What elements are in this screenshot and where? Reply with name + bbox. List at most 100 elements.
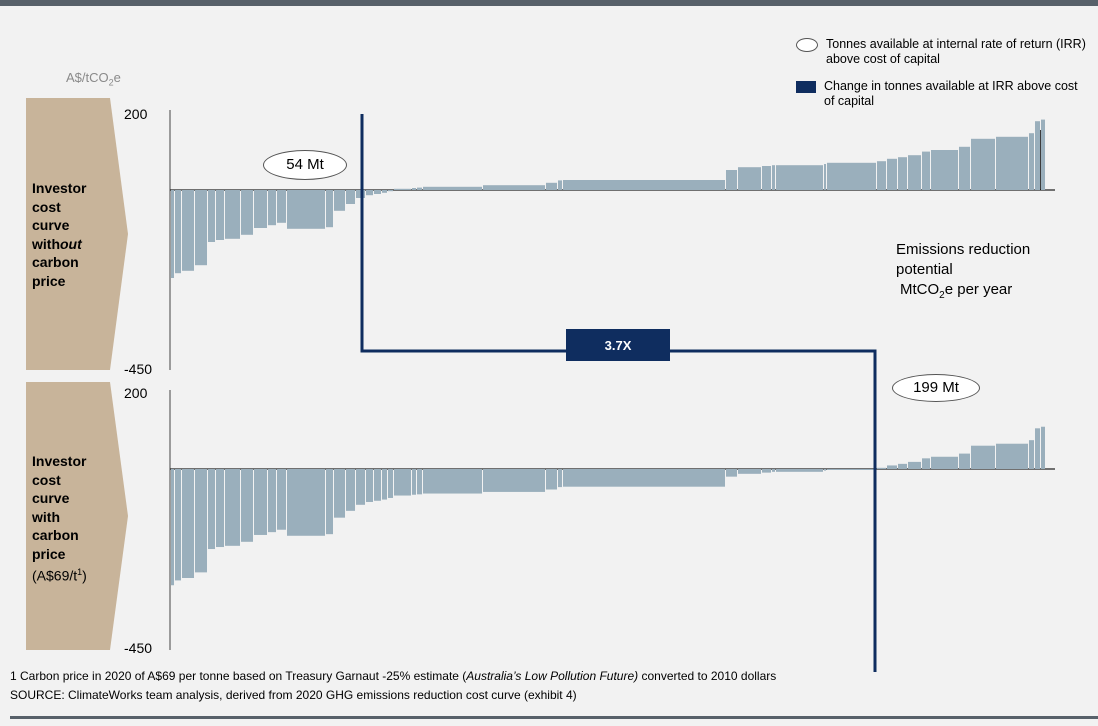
cost-bar <box>326 469 333 535</box>
cost-bar <box>225 190 240 239</box>
cost-bar <box>268 469 276 533</box>
cost-bar <box>898 463 907 469</box>
cost-bar <box>216 469 224 548</box>
cost-bar <box>374 190 381 194</box>
top-rule <box>0 0 1098 6</box>
chevron-arrow-bottom-icon <box>26 382 128 650</box>
cost-bar <box>996 443 1028 469</box>
legend-label: Tonnes available at internal rate of ret… <box>826 37 1086 66</box>
cost-bar <box>382 190 387 193</box>
cost-bar <box>959 453 970 469</box>
cost-bar <box>996 136 1028 190</box>
callout-54mt: 54 Mt <box>263 150 347 180</box>
cost-bar <box>827 469 876 470</box>
top-bars <box>171 119 1045 278</box>
cost-bar <box>241 190 253 235</box>
cost-bar <box>772 165 775 190</box>
cost-bar <box>558 180 562 190</box>
cost-bar <box>388 190 393 192</box>
top-tick-neg450: -450 <box>124 361 153 377</box>
cost-bar <box>394 469 411 496</box>
cost-bar <box>922 458 930 469</box>
cost-bar <box>175 469 181 581</box>
cost-bar <box>931 150 958 190</box>
cost-bar <box>726 170 737 190</box>
cost-bar <box>898 157 907 190</box>
cost-bar <box>887 158 897 190</box>
cost-bar <box>776 165 823 190</box>
legend-item-tonnes: Tonnes available at internal rate of ret… <box>796 37 1086 67</box>
cost-bar <box>959 146 970 190</box>
cost-bar <box>356 469 365 505</box>
cost-bar <box>546 469 557 490</box>
top-panel-label: Investor cost curve without carbon price <box>32 180 87 289</box>
cost-bar <box>931 456 958 469</box>
cost-bar <box>182 190 194 271</box>
cost-bar <box>412 469 416 495</box>
cost-bar <box>225 469 240 546</box>
cost-bar <box>738 469 761 474</box>
cost-bar <box>1029 133 1034 190</box>
cost-bar <box>241 469 253 542</box>
cost-bar <box>216 190 224 240</box>
cost-bar <box>171 469 174 586</box>
cost-bar <box>1035 428 1040 469</box>
cost-bar <box>182 469 194 579</box>
cost-bar <box>726 469 737 477</box>
cost-bar <box>287 190 325 229</box>
cost-bar <box>277 469 286 530</box>
cost-bar <box>423 469 482 494</box>
legend-label: Change in tonnes available at IRR above … <box>824 79 1078 108</box>
cost-bar <box>423 186 482 190</box>
cost-bar <box>326 190 333 228</box>
callout-199mt: 199 Mt <box>892 374 980 402</box>
bottom-panel-label: Investor cost curve with carbon price (A… <box>32 453 87 584</box>
cost-bar <box>175 190 181 274</box>
cost-bar <box>208 469 215 550</box>
cost-bar <box>287 469 325 536</box>
cost-bar <box>483 469 545 492</box>
cost-bar <box>546 182 557 190</box>
cost-bar <box>887 465 897 469</box>
cost-bar <box>417 187 422 190</box>
emissions-axis-label: Emissions reduction potential MtCO2e per… <box>896 241 1031 301</box>
cost-bar <box>366 190 373 196</box>
cost-bar <box>277 190 286 223</box>
bottom-tick-neg450: -450 <box>124 640 153 656</box>
ratio-connector <box>360 114 877 672</box>
cost-bar <box>877 161 886 190</box>
cost-bar <box>254 190 267 228</box>
cost-bar <box>827 162 876 190</box>
cost-bar <box>254 469 267 535</box>
cost-bar <box>346 190 355 204</box>
cost-bar <box>563 469 725 487</box>
cost-bar <box>483 185 545 190</box>
cost-bar <box>908 461 921 469</box>
cost-bar <box>374 469 381 501</box>
cost-bar <box>824 164 826 190</box>
cost-bar <box>772 469 775 472</box>
cost-bar <box>268 190 276 226</box>
ratio-connector-line <box>360 114 877 672</box>
cost-bar <box>971 445 995 469</box>
cost-bar <box>1029 440 1034 469</box>
cost-bar <box>563 180 725 190</box>
y-axis-unit-label: A$/tCO2e <box>66 70 121 88</box>
footnote: 1 Carbon price in 2020 of A$69 per tonne… <box>10 669 777 683</box>
cost-bar <box>334 469 345 518</box>
cost-bar <box>762 166 771 190</box>
cost-bar <box>558 469 562 488</box>
cost-bar <box>738 167 761 190</box>
navy-square-swatch-icon <box>796 81 816 93</box>
cost-bar <box>908 155 921 190</box>
ellipse-swatch-icon <box>796 38 818 52</box>
cost-bar <box>382 469 387 500</box>
ratio-box: 3.7X <box>566 329 670 361</box>
bottom-bars <box>171 426 1045 586</box>
cost-bar <box>195 469 207 573</box>
cost-bar <box>388 469 393 498</box>
cost-bar <box>417 469 422 495</box>
cost-bar <box>762 469 771 473</box>
cost-bar <box>195 190 207 266</box>
